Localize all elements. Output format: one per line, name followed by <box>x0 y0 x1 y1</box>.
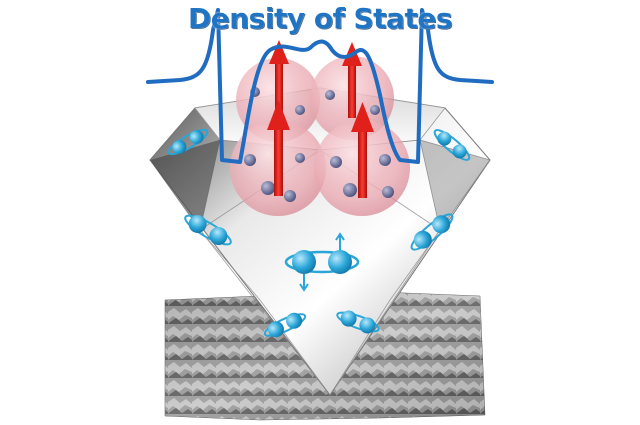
electrons <box>244 87 394 202</box>
blue-orbital <box>410 213 454 251</box>
blue-orbital <box>336 310 380 334</box>
dos-curve <box>146 8 494 164</box>
density-of-states-title: Density of States <box>188 2 452 35</box>
spin-arrow-up <box>269 40 289 120</box>
blue-orbitals <box>167 128 471 338</box>
blue-orbital <box>263 312 307 338</box>
spin-arrow-up <box>351 102 374 198</box>
blue-orbital <box>167 128 209 156</box>
blue-orbital <box>433 129 471 161</box>
blue-orbital <box>284 232 360 292</box>
spin-arrow-up <box>267 100 290 196</box>
blue-orbital <box>184 214 232 246</box>
